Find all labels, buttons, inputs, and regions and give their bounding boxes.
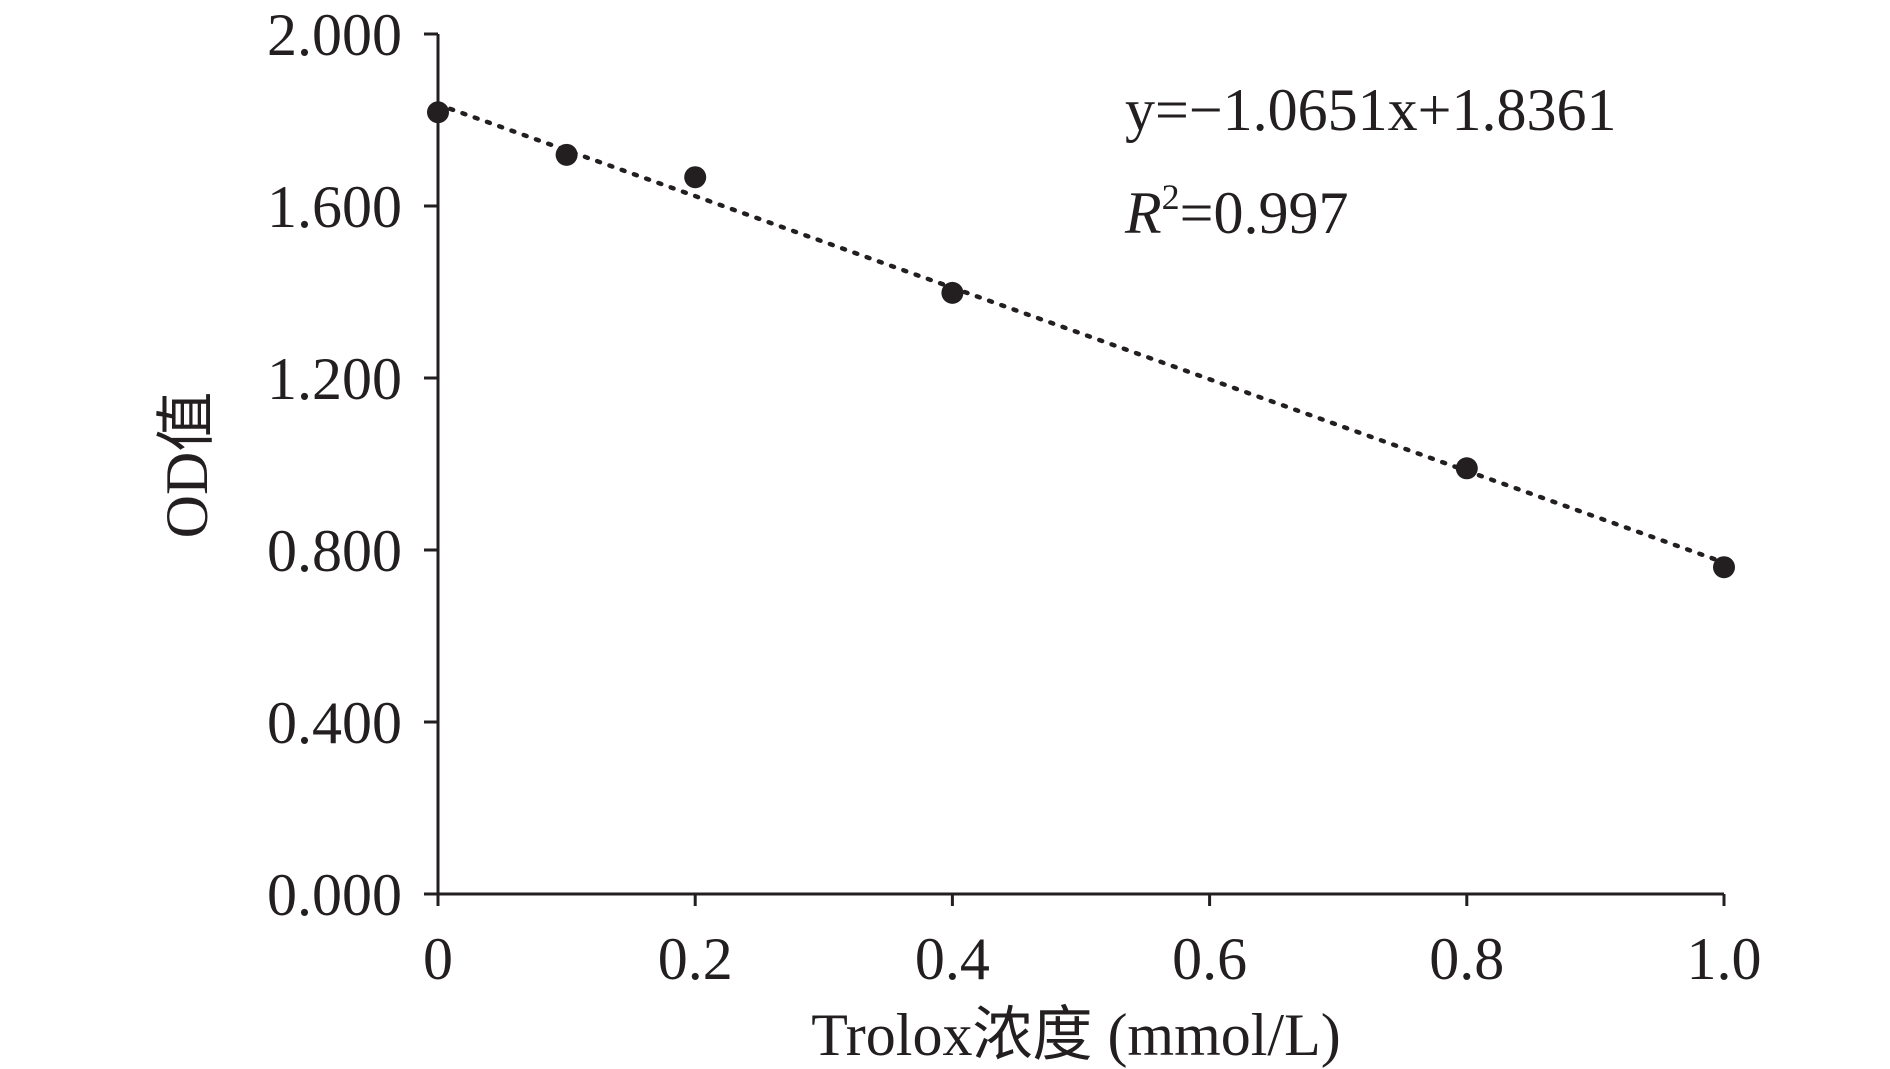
- y-tick-label: 1.600: [267, 174, 402, 240]
- x-axis-title: Trolox浓度 (mmol/L): [811, 1002, 1340, 1068]
- trendline-equation: y=−1.0651x+1.8361: [1125, 77, 1617, 143]
- x-tick-label: 0.2: [658, 926, 733, 992]
- r-squared-symbol: R: [1124, 180, 1162, 246]
- data-point: [1455, 457, 1478, 480]
- data-point: [941, 281, 964, 304]
- data-point: [684, 166, 707, 189]
- y-tick-label: 0.400: [267, 690, 402, 756]
- y-axis-title: OD值: [154, 392, 220, 539]
- x-tick-label: 0.4: [915, 926, 990, 992]
- r-squared-value: =0.997: [1180, 180, 1349, 246]
- data-point: [1713, 556, 1735, 579]
- y-axis-ticks: 0.000 0.400 0.800 1.200 1.600 2.000: [267, 2, 438, 928]
- y-tick-label: 0.800: [267, 518, 402, 584]
- trendline: [435, 102, 1727, 565]
- y-tick-label: 1.200: [267, 346, 402, 412]
- x-tick-label: 0.6: [1172, 926, 1247, 992]
- data-point: [555, 143, 578, 166]
- data-points: [427, 101, 1735, 579]
- r-squared-exponent: 2: [1162, 177, 1180, 217]
- y-tick-label: 2.000: [267, 2, 402, 68]
- x-axis-ticks: 0 0.2 0.4 0.6 0.8 1.0: [423, 894, 1762, 992]
- x-tick-label: 1.0: [1687, 926, 1762, 992]
- data-point: [427, 101, 449, 124]
- x-tick-label: 0: [423, 926, 453, 992]
- x-tick-label: 0.8: [1429, 926, 1504, 992]
- y-tick-label: 0.000: [267, 862, 402, 928]
- r-squared-annotation: R2=0.997: [1124, 177, 1349, 246]
